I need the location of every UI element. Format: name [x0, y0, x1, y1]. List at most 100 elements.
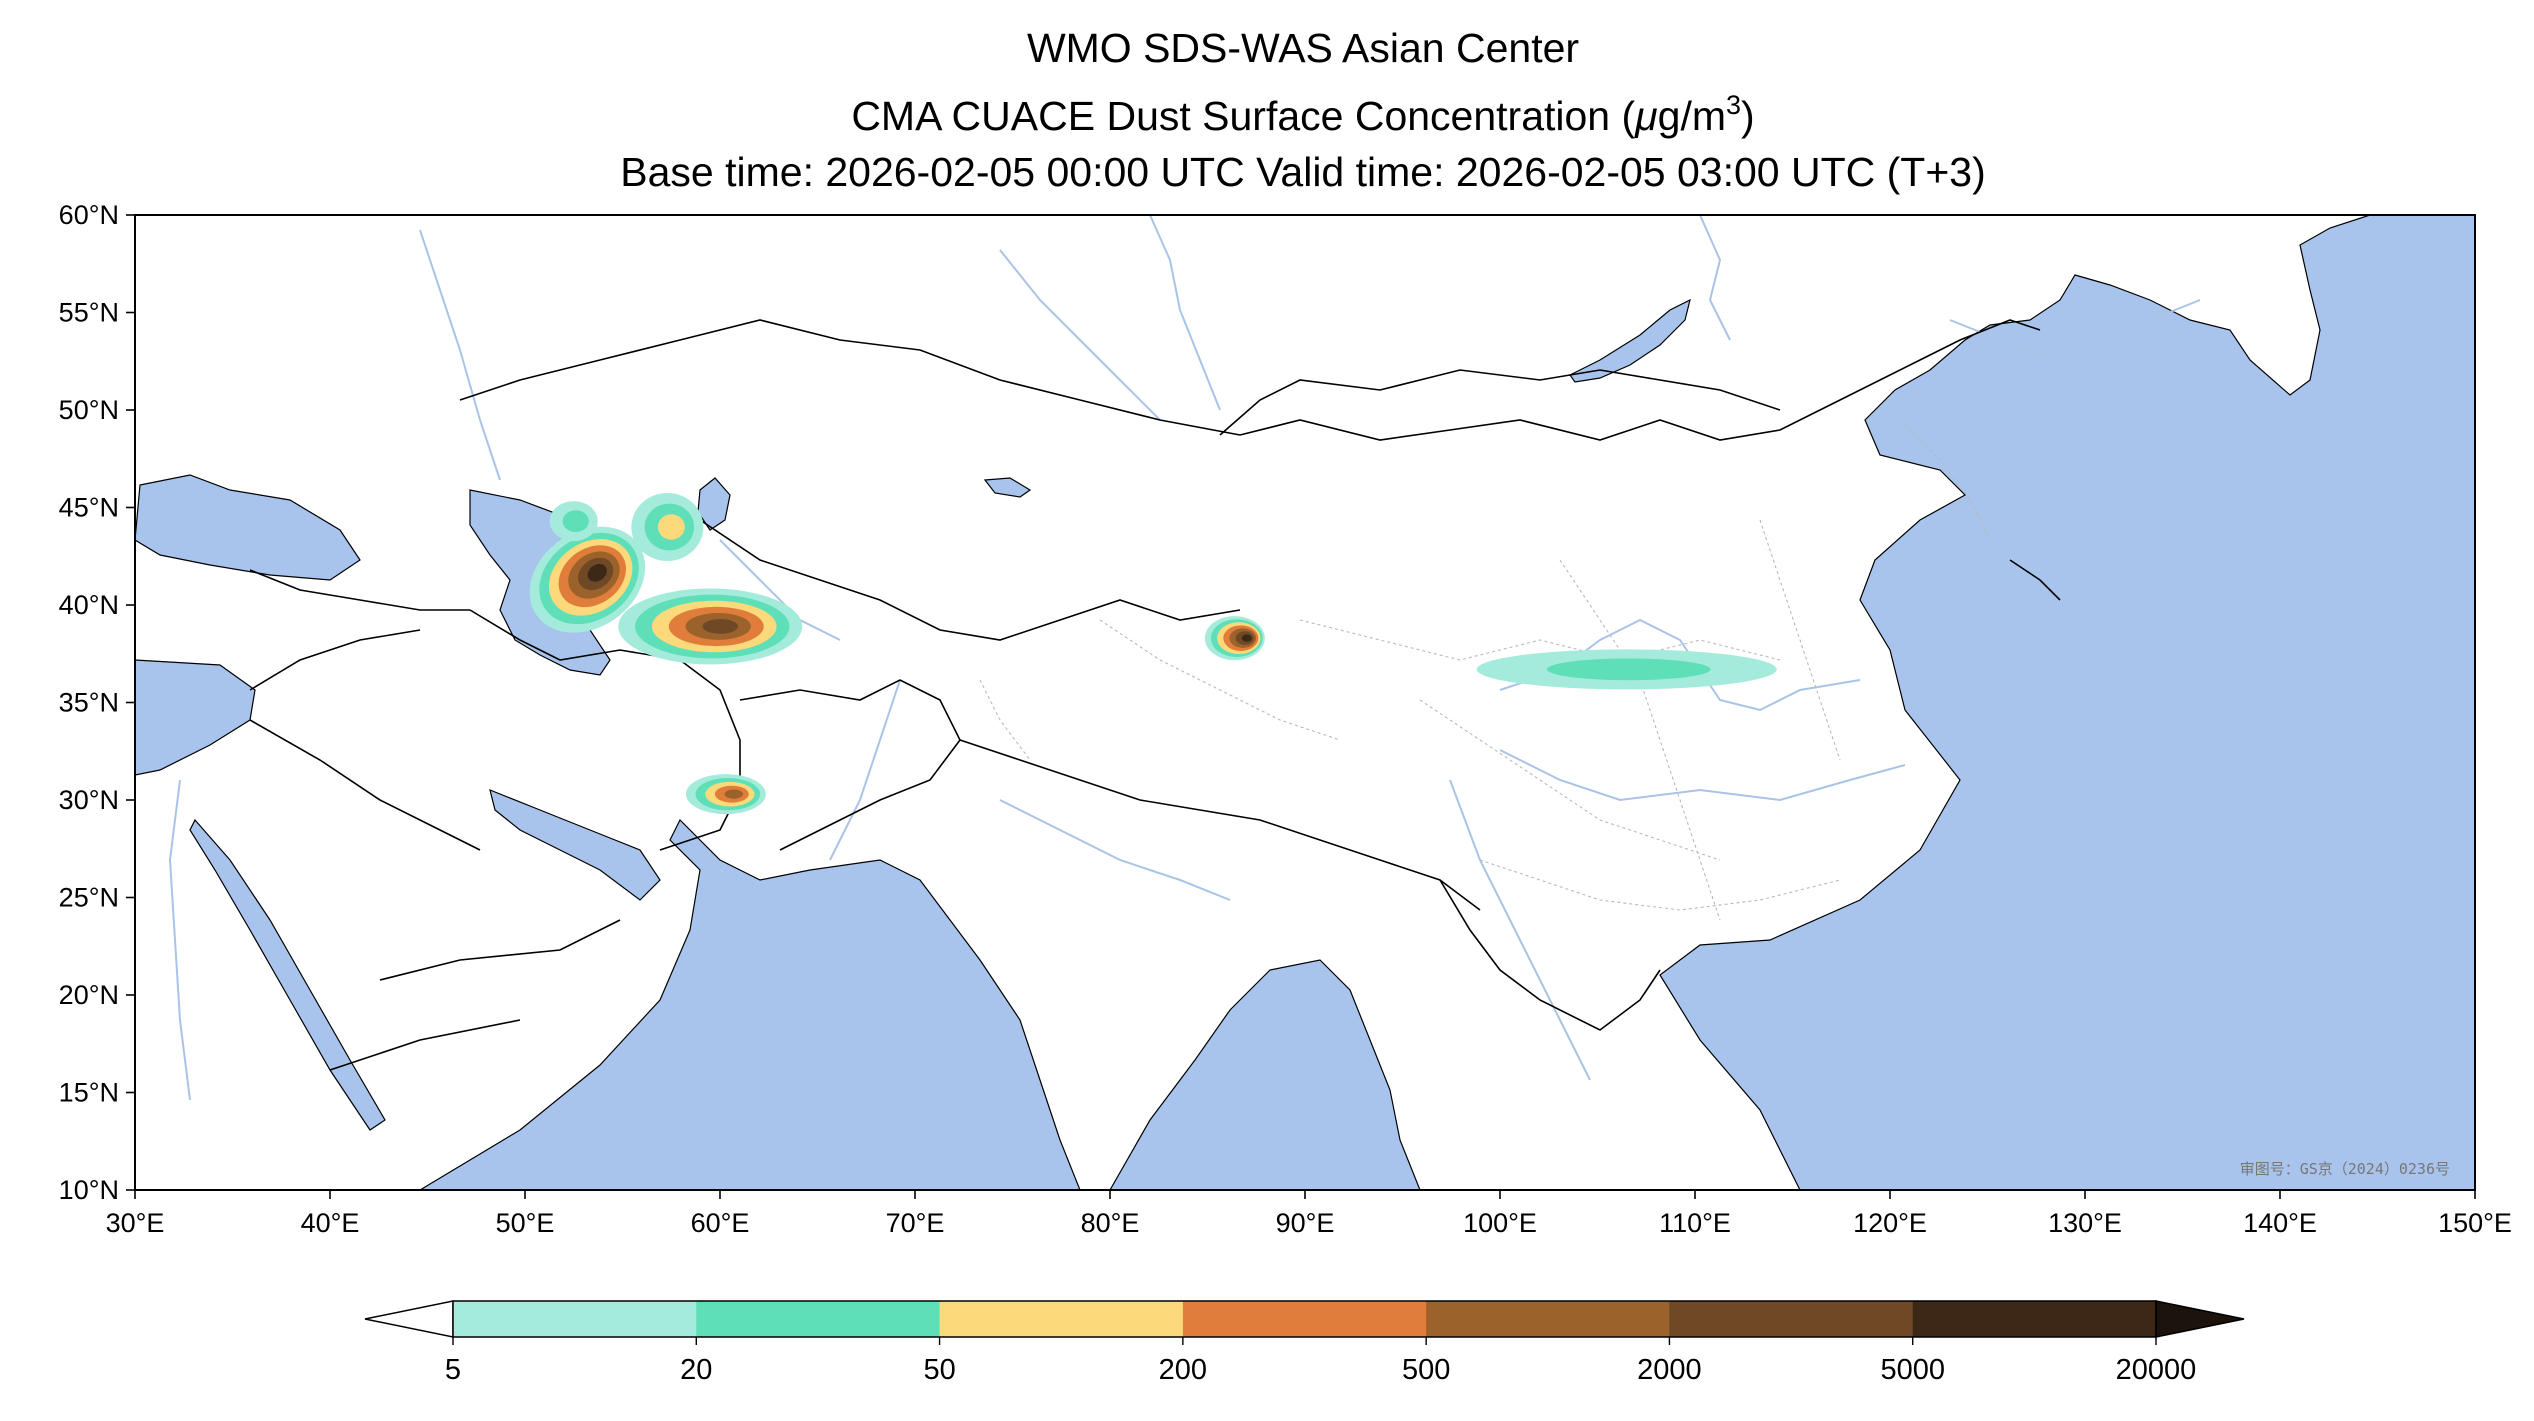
lon-tick-label: 70°E — [886, 1208, 945, 1238]
river-amur — [1949, 299, 2201, 362]
colorbar-tick-label: 200 — [1159, 1354, 1207, 1386]
lon-tick-label: 110°E — [1659, 1208, 1731, 1238]
lat-tick-label: 45°N — [59, 493, 119, 523]
colorbar-tick-label: 500 — [1402, 1354, 1450, 1386]
lon-tick-label: 90°E — [1276, 1208, 1335, 1238]
lon-tick-label: 60°E — [691, 1208, 750, 1238]
colorbar-segment — [453, 1301, 697, 1337]
dust-contour-level-7 — [587, 563, 607, 582]
colorbar-tick-label: 5000 — [1880, 1354, 1945, 1386]
dust-patch-taklimakan — [1204, 616, 1265, 661]
lake-balkhash — [983, 477, 1032, 498]
river-mekong — [1449, 779, 1591, 1081]
dust-contour-level-6 — [702, 619, 739, 634]
province-line-3 — [1559, 559, 1721, 921]
colorbar-tick-label: 2000 — [1637, 1354, 1702, 1386]
lat-tick-label: 40°N — [59, 590, 119, 620]
lon-tick-label: 40°E — [301, 1208, 360, 1238]
indian-ocean — [418, 818, 1081, 1190]
title-line-3: Base time: 2026-02-05 00:00 UTC Valid ti… — [620, 149, 1985, 195]
lon-tick-label: 80°E — [1081, 1208, 1140, 1238]
province-line-1 — [1299, 619, 1781, 661]
colorbar-labels: 5 20 50 200 500 2000 5000 20000 — [445, 1337, 2196, 1386]
lon-tick-label: 140°E — [2243, 1208, 2317, 1238]
river-volga — [419, 229, 501, 481]
colorbar-frame — [452, 1300, 2157, 1338]
lat-tick-label: 35°N — [59, 688, 119, 718]
lat-tick-label: 55°N — [59, 298, 119, 328]
dust-patch-sistan — [685, 774, 766, 815]
title-line-1: WMO SDS-WAS Asian Center — [1027, 25, 1579, 71]
rivers — [168, 215, 2201, 1101]
black-sea — [135, 474, 361, 581]
lat-tick-label: 30°N — [59, 785, 119, 815]
lat-tick-label: 50°N — [59, 395, 119, 425]
border-afghanistan-pakistan — [739, 679, 961, 851]
colorbar-segment — [1912, 1301, 2157, 1337]
colorbar-tick-label: 20 — [680, 1354, 712, 1386]
river-amu-darya — [719, 539, 841, 641]
colorbar-segment — [1182, 1301, 1427, 1337]
colorbar-segment — [939, 1301, 1184, 1337]
dust-concentration-field — [529, 493, 1777, 815]
border-korea — [2009, 559, 2061, 601]
red-sea — [189, 818, 386, 1131]
dust-patch-caspian-east — [529, 526, 646, 633]
map-area: 审图号：GS京（2024）0236号 — [134, 214, 2476, 1191]
dust-contour-level-3 — [657, 514, 685, 540]
colorbar-segment — [1669, 1301, 1914, 1337]
river-irtysh — [999, 249, 1161, 421]
province-line-8 — [979, 679, 1031, 761]
lon-tick-label: 100°E — [1463, 1208, 1537, 1238]
title-line-2: CMA CUACE Dust Surface Concentration (μg… — [851, 90, 1754, 139]
river-yangtze — [1499, 749, 1906, 802]
colorbar-under-arrow — [364, 1300, 454, 1338]
persian-gulf — [489, 789, 661, 901]
dust-contour-level-5 — [724, 789, 744, 799]
lat-tick-label: 15°N — [59, 1078, 119, 1108]
map-approval-watermark: 审图号：GS京（2024）0236号 — [2240, 1160, 2450, 1178]
province-line-5 — [1899, 419, 1991, 541]
border-southeast-asia — [1439, 879, 1661, 1031]
lon-tick-label: 50°E — [496, 1208, 555, 1238]
dust-patch-north-china-plain — [1476, 649, 1777, 690]
lon-tick-label: 130°E — [2048, 1208, 2122, 1238]
colorbar-segment — [1426, 1301, 1670, 1337]
province-line-6 — [1479, 859, 1841, 911]
lat-tick-label: 20°N — [59, 980, 119, 1010]
pacific-ocean — [1659, 215, 2475, 1190]
colorbar-tick-label: 20000 — [2116, 1354, 2197, 1386]
dust-contour-level-2 — [562, 510, 589, 533]
mediterranean-sea — [135, 659, 256, 776]
lat-tick-label: 10°N — [59, 1175, 119, 1205]
water-bodies — [135, 215, 2475, 1190]
longitude-ticks: 30°E 40°E 50°E 60°E 70°E 80°E 90°E 100°E 110°E 12… — [106, 1190, 2512, 1238]
border-kazakhstan-russia — [459, 319, 1241, 436]
border-arabia — [249, 719, 621, 1071]
colorbar-tick-label: 5 — [445, 1354, 461, 1386]
lat-tick-label: 60°N — [59, 200, 119, 230]
colorbar: 5 20 50 200 500 2000 5000 20000 — [364, 1300, 2245, 1386]
river-nile — [168, 779, 191, 1101]
lon-tick-label: 150°E — [2438, 1208, 2512, 1238]
colorbar-segments — [364, 1300, 2245, 1338]
province-line-7 — [1099, 619, 1341, 741]
border-central-asia — [639, 509, 1241, 641]
river-ob — [1149, 215, 1221, 411]
border-india-china — [959, 739, 1481, 911]
province-line-2 — [1419, 699, 1721, 861]
lon-tick-label: 30°E — [106, 1208, 165, 1238]
lat-tick-label: 25°N — [59, 883, 119, 913]
province-boundaries — [979, 419, 1991, 921]
dust-patch-aral — [631, 493, 704, 561]
colorbar-segment — [696, 1301, 941, 1337]
border-caucasus-turkey — [249, 569, 470, 691]
country-borders — [249, 319, 2061, 1071]
bay-of-bengal — [1109, 959, 1421, 1190]
lon-tick-label: 120°E — [1853, 1208, 1927, 1238]
lake-baikal — [1569, 298, 1691, 383]
river-lena — [1699, 215, 1731, 341]
dust-patch-caspian-north — [549, 501, 598, 542]
colorbar-over-arrow — [2155, 1300, 2245, 1338]
